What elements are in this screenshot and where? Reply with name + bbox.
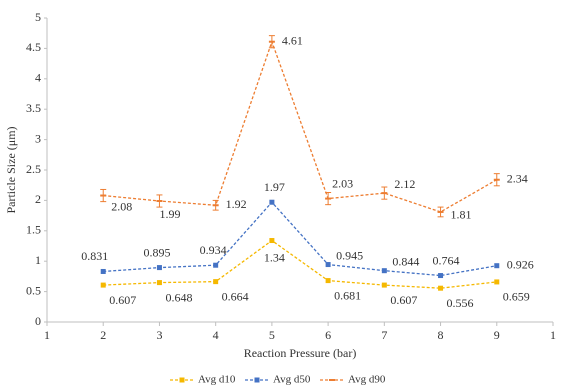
data-label: 0.895 xyxy=(143,245,170,259)
y-tick-label: 4 xyxy=(35,71,41,85)
marker xyxy=(437,210,444,213)
x-tick-label: 3 xyxy=(156,328,162,342)
series-line xyxy=(103,39,498,213)
legend-label: Avg d90 xyxy=(348,374,386,386)
x-tick-label: 2 xyxy=(100,328,106,342)
data-label: 1.97 xyxy=(264,180,285,194)
data-label: 0.556 xyxy=(447,296,474,310)
data-label: 0.681 xyxy=(334,288,361,302)
marker xyxy=(325,262,331,268)
marker xyxy=(438,273,444,279)
data-label: 1.34 xyxy=(264,250,285,264)
marker xyxy=(381,282,387,288)
marker xyxy=(438,285,444,291)
marker xyxy=(268,40,275,43)
y-tick-label: 5 xyxy=(35,10,41,24)
y-axis-title: Particle Size (μm) xyxy=(4,126,18,213)
data-label: 0.926 xyxy=(507,257,534,271)
data-label: 0.659 xyxy=(503,290,530,304)
marker xyxy=(494,263,500,269)
data-label: 2.08 xyxy=(111,199,132,213)
x-tick-label: 5 xyxy=(269,328,275,342)
marker xyxy=(381,192,388,195)
data-label: 1.81 xyxy=(451,208,472,222)
y-tick-label: 3 xyxy=(35,131,41,145)
y-tick-label: 2.5 xyxy=(26,162,41,176)
data-label: 2.03 xyxy=(332,176,353,190)
data-label: 0.764 xyxy=(433,253,460,267)
marker xyxy=(213,279,219,285)
series-line xyxy=(103,239,497,289)
marker xyxy=(156,265,162,271)
marker xyxy=(100,268,106,274)
marker xyxy=(212,204,219,207)
y-tick-label: 2 xyxy=(35,192,41,206)
y-tick-label: 0 xyxy=(35,314,41,328)
data-label: 2.12 xyxy=(394,177,415,191)
data-label: 0.648 xyxy=(165,290,192,304)
legend-label: Avg d50 xyxy=(273,374,311,386)
marker xyxy=(100,282,106,288)
x-tick-label: 4 xyxy=(213,328,219,342)
data-label: 0.934 xyxy=(200,243,227,257)
x-tick-label: 6 xyxy=(325,328,331,342)
data-label: 1.99 xyxy=(159,207,180,221)
y-tick-label: 1 xyxy=(35,253,41,267)
data-label: 0.945 xyxy=(336,248,363,262)
marker xyxy=(325,197,332,200)
marker xyxy=(156,200,163,203)
x-tick-label: 1 xyxy=(550,328,556,342)
legend-marker xyxy=(254,377,260,383)
y-tick-label: 0.5 xyxy=(26,283,41,297)
x-axis-title: Reaction Pressure (bar) xyxy=(244,346,357,360)
data-label: 1.92 xyxy=(226,197,247,211)
data-label: 0.607 xyxy=(109,293,136,307)
marker xyxy=(381,268,387,274)
data-label: 0.664 xyxy=(222,289,249,303)
marker xyxy=(269,199,275,205)
y-tick-label: 1.5 xyxy=(26,223,41,237)
y-tick-label: 4.5 xyxy=(26,40,41,54)
data-label: 2.34 xyxy=(507,171,528,185)
x-tick-label: 1 xyxy=(44,328,50,342)
data-label: 4.61 xyxy=(282,33,303,47)
marker xyxy=(269,238,275,244)
series-line xyxy=(103,201,497,277)
marker xyxy=(100,194,107,197)
y-tick-label: 3.5 xyxy=(26,101,41,115)
legend-marker xyxy=(329,379,335,381)
marker xyxy=(494,279,500,285)
legend-marker xyxy=(179,377,185,383)
legend-label: Avg d10 xyxy=(198,374,236,386)
data-label: 0.844 xyxy=(392,254,419,268)
data-label: 0.831 xyxy=(81,249,108,263)
x-tick-label: 7 xyxy=(381,328,387,342)
x-tick-label: 9 xyxy=(494,328,500,342)
marker xyxy=(156,280,162,286)
marker xyxy=(213,262,219,268)
marker xyxy=(493,178,500,181)
data-label: 0.607 xyxy=(390,293,417,307)
marker xyxy=(325,278,331,284)
x-tick-label: 8 xyxy=(438,328,444,342)
